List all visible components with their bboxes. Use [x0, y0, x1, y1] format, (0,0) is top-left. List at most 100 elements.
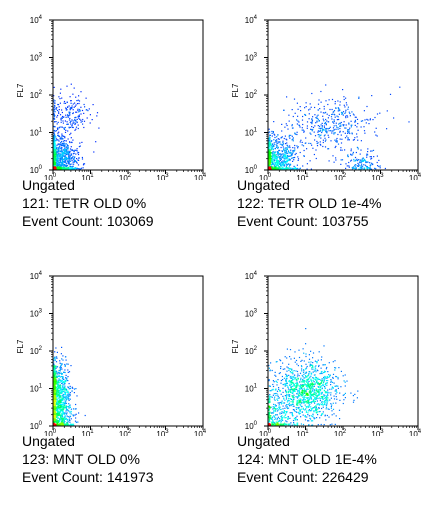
event-point	[360, 167, 362, 169]
event-point	[379, 167, 381, 169]
event-point	[57, 413, 59, 415]
event-point	[287, 168, 289, 170]
event-point	[341, 113, 343, 115]
event-point	[75, 417, 77, 419]
event-point	[291, 153, 293, 155]
event-point	[311, 368, 313, 370]
event-point	[70, 168, 72, 170]
event-point	[54, 384, 56, 386]
event-point	[53, 377, 55, 379]
event-point	[344, 106, 346, 108]
event-point	[63, 417, 66, 419]
event-point	[65, 158, 67, 160]
event-point	[62, 144, 64, 147]
event-point	[370, 168, 373, 170]
event-point	[369, 162, 371, 164]
event-point	[273, 145, 275, 147]
event-point	[281, 168, 283, 170]
event-point	[350, 154, 352, 156]
event-point	[63, 158, 65, 160]
event-point	[290, 386, 292, 388]
event-point	[78, 151, 80, 154]
event-point	[308, 142, 310, 144]
event-point	[72, 149, 74, 151]
event-point	[324, 146, 327, 148]
event-point	[325, 406, 328, 408]
y-axis-label: FL7	[16, 83, 25, 97]
event-point	[316, 400, 318, 402]
event-point	[53, 373, 55, 375]
event-point	[357, 162, 359, 164]
event-point	[324, 140, 326, 142]
event-point	[58, 424, 60, 426]
event-point	[333, 119, 335, 121]
event-point	[57, 134, 59, 136]
event-point	[283, 162, 285, 164]
event-point	[313, 418, 315, 420]
event-point	[327, 134, 329, 136]
event-point	[59, 157, 61, 159]
event-point	[53, 417, 55, 419]
event-point	[62, 414, 64, 416]
event-point	[61, 399, 64, 402]
event-point	[360, 149, 362, 151]
event-point	[303, 369, 305, 371]
event-point	[70, 166, 72, 168]
event-point	[274, 418, 276, 420]
event-point	[60, 138, 62, 140]
event-point	[347, 129, 349, 131]
event-point	[286, 421, 288, 423]
event-point	[67, 114, 69, 116]
event-point	[370, 156, 372, 158]
event-point	[53, 136, 55, 138]
event-point	[287, 416, 289, 418]
event-point	[53, 419, 56, 421]
event-point	[64, 381, 66, 383]
event-point	[279, 167, 281, 169]
event-point	[308, 113, 310, 115]
event-point	[354, 156, 357, 159]
event-point	[276, 156, 278, 158]
event-point	[351, 132, 353, 134]
event-point	[299, 141, 301, 143]
plot-panel-121: 100100101101102102103103104104FL1FL7 Ung…	[0, 0, 215, 256]
event-point	[57, 404, 60, 406]
event-point	[330, 384, 332, 386]
event-point	[331, 388, 333, 390]
x-tick-label: 104	[194, 173, 207, 180]
event-point	[54, 143, 56, 145]
event-point	[278, 149, 280, 151]
event-point	[271, 155, 273, 157]
x-tick-label: 100	[44, 429, 57, 436]
event-point	[70, 154, 73, 156]
event-point	[304, 409, 306, 411]
event-point	[338, 367, 340, 369]
event-point	[65, 389, 68, 391]
event-point	[72, 112, 74, 115]
event-point	[65, 164, 67, 166]
event-point	[279, 161, 281, 164]
event-point	[363, 126, 365, 128]
event-point	[83, 163, 85, 165]
event-point	[345, 111, 347, 113]
event-point	[289, 412, 291, 414]
event-point	[319, 143, 321, 145]
event-point	[286, 164, 288, 166]
event-point	[328, 114, 330, 117]
event-point	[69, 121, 71, 123]
event-point	[357, 390, 359, 392]
event-point	[272, 132, 274, 134]
event-point	[60, 88, 62, 90]
event-point	[68, 153, 70, 155]
event-point	[339, 131, 341, 133]
event-point	[54, 145, 56, 147]
event-point	[297, 390, 299, 392]
event-point	[355, 167, 357, 169]
event-point	[321, 388, 323, 390]
event-point	[326, 404, 328, 406]
event-point	[323, 424, 325, 426]
event-point	[330, 380, 332, 382]
event-point	[276, 165, 278, 167]
event-point	[57, 381, 59, 383]
event-point	[342, 124, 344, 126]
